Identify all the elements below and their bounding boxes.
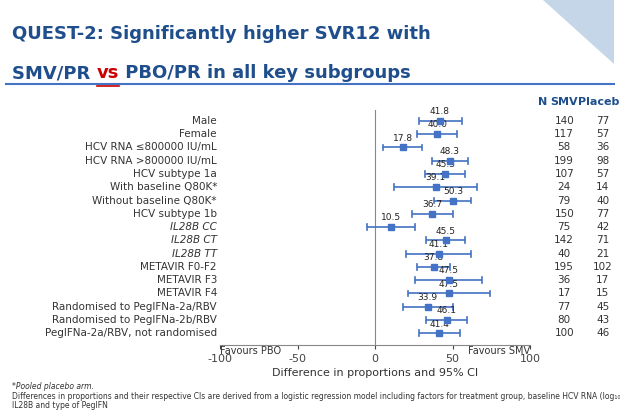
Text: IL28B CC: IL28B CC: [170, 222, 217, 232]
Text: Favours SMV: Favours SMV: [468, 346, 530, 356]
Text: IL28B and type of PegIFN: IL28B and type of PegIFN: [12, 401, 108, 410]
Text: 14: 14: [596, 182, 609, 192]
Text: Female: Female: [180, 129, 217, 139]
Text: Placebo: Placebo: [578, 97, 620, 107]
Text: HCV RNA >800000 IU/mL: HCV RNA >800000 IU/mL: [86, 156, 217, 166]
Text: 77: 77: [596, 209, 609, 219]
Text: Without baseline Q80K*: Without baseline Q80K*: [92, 196, 217, 206]
Text: PegIFNa-2a/RBV, not randomised: PegIFNa-2a/RBV, not randomised: [45, 328, 217, 338]
Text: 41.4: 41.4: [429, 319, 450, 329]
Text: 17.8: 17.8: [392, 134, 413, 143]
Text: 21: 21: [596, 249, 609, 259]
Text: 71: 71: [596, 235, 609, 245]
Text: 40: 40: [596, 196, 609, 206]
Text: 24: 24: [557, 182, 571, 192]
Text: 45.5: 45.5: [436, 227, 456, 235]
Text: QUEST-2: Significantly higher SVR12 with: QUEST-2: Significantly higher SVR12 with: [12, 25, 431, 43]
Text: 43: 43: [596, 315, 609, 325]
Text: 17: 17: [596, 275, 609, 285]
Text: 195: 195: [554, 262, 574, 272]
Text: 107: 107: [554, 169, 574, 179]
Text: 142: 142: [554, 235, 574, 245]
Text: 75: 75: [557, 222, 571, 232]
Text: 58: 58: [557, 142, 571, 152]
Text: With baseline Q80K*: With baseline Q80K*: [110, 182, 217, 192]
Text: *Pooled placebo arm.: *Pooled placebo arm.: [12, 382, 94, 391]
Text: 50.3: 50.3: [443, 187, 463, 196]
Polygon shape: [542, 0, 614, 64]
Text: 150: 150: [554, 209, 574, 219]
Text: 47.5: 47.5: [439, 280, 459, 289]
Text: HCV RNA ≤800000 IU/mL: HCV RNA ≤800000 IU/mL: [86, 142, 217, 152]
Text: 42: 42: [596, 222, 609, 232]
Text: 57: 57: [596, 129, 609, 139]
Text: 46.1: 46.1: [436, 306, 456, 315]
Text: 77: 77: [557, 302, 571, 312]
Text: 48.3: 48.3: [440, 147, 460, 156]
Text: IL28B TT: IL28B TT: [172, 249, 217, 259]
X-axis label: Difference in proportions and 95% CI: Difference in proportions and 95% CI: [272, 369, 478, 379]
Text: 57: 57: [596, 169, 609, 179]
Text: 37.8: 37.8: [423, 253, 444, 262]
Text: 140: 140: [554, 116, 574, 126]
Text: 117: 117: [554, 129, 574, 139]
Text: 77: 77: [596, 116, 609, 126]
Text: 36: 36: [557, 275, 571, 285]
Text: N: N: [538, 97, 547, 107]
Text: 79: 79: [557, 196, 571, 206]
Text: 15: 15: [596, 288, 609, 299]
Text: 40: 40: [557, 249, 571, 259]
Text: HCV subtype 1b: HCV subtype 1b: [133, 209, 217, 219]
Text: 80: 80: [557, 315, 571, 325]
Text: 98: 98: [596, 156, 609, 166]
Text: SMV: SMV: [551, 97, 578, 107]
Text: 36: 36: [596, 142, 609, 152]
Text: 36.7: 36.7: [422, 200, 442, 209]
Text: 47.5: 47.5: [439, 266, 459, 275]
Text: 45.3: 45.3: [435, 160, 455, 169]
Text: PBO/PR in all key subgroups: PBO/PR in all key subgroups: [119, 64, 411, 82]
Text: IL28B CT: IL28B CT: [171, 235, 217, 245]
Text: 199: 199: [554, 156, 574, 166]
Text: 39.1: 39.1: [426, 173, 446, 183]
Text: METAVIR F4: METAVIR F4: [157, 288, 217, 299]
Text: 10.5: 10.5: [381, 213, 401, 222]
Text: 41.8: 41.8: [430, 107, 450, 116]
Text: 46: 46: [596, 328, 609, 338]
Text: 33.9: 33.9: [418, 293, 438, 302]
Text: Differences in proportions and their respective CIs are derived from a logistic : Differences in proportions and their res…: [12, 392, 620, 401]
Text: HCV subtype 1a: HCV subtype 1a: [133, 169, 217, 179]
Text: 41.1: 41.1: [429, 240, 449, 249]
Text: 17: 17: [557, 288, 571, 299]
Text: 40.0: 40.0: [427, 120, 447, 129]
Text: vs: vs: [97, 64, 119, 82]
Text: METAVIR F3: METAVIR F3: [157, 275, 217, 285]
Text: 45: 45: [596, 302, 609, 312]
Text: Randomised to PegIFNa-2a/RBV: Randomised to PegIFNa-2a/RBV: [52, 302, 217, 312]
Text: Favours PBO: Favours PBO: [220, 346, 281, 356]
Text: 100: 100: [554, 328, 574, 338]
Text: METAVIR F0-F2: METAVIR F0-F2: [141, 262, 217, 272]
Text: Randomised to PegIFNa-2b/RBV: Randomised to PegIFNa-2b/RBV: [52, 315, 217, 325]
Text: 102: 102: [593, 262, 613, 272]
Text: Male: Male: [192, 116, 217, 126]
Text: SMV/PR: SMV/PR: [12, 64, 97, 82]
